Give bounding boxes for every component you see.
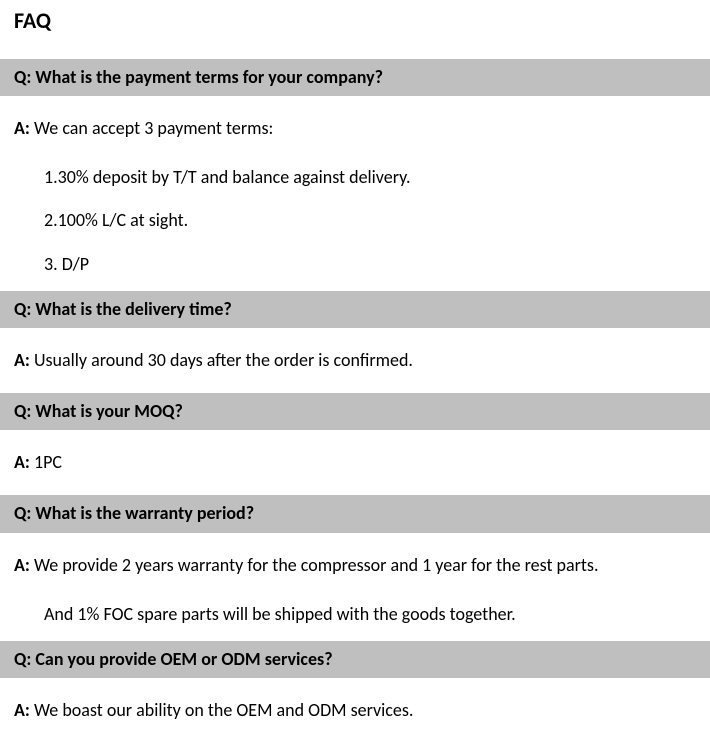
a-label: A:: [14, 117, 30, 139]
faq-question: Q: What is your MOQ?: [0, 393, 710, 430]
answer-text: We provide 2 years warranty for the comp…: [34, 554, 599, 576]
faq-question: Q: Can you provide OEM or ODM services?: [0, 641, 710, 678]
faq-answer: A: We boast our ability on the OEM and O…: [0, 692, 710, 729]
q-label: Q:: [14, 502, 31, 524]
faq-question: Q: What is the warranty period?: [0, 495, 710, 532]
a-label: A:: [14, 349, 30, 371]
answer-text: We boast our ability on the OEM and ODM …: [34, 699, 414, 721]
faq-detail: And 1% FOC spare parts will be shipped w…: [0, 602, 710, 627]
q-label: Q:: [14, 400, 31, 422]
question-text: What is the payment terms for your compa…: [35, 66, 383, 88]
q-label: Q:: [14, 66, 31, 88]
q-label: Q:: [14, 298, 31, 320]
a-label: A:: [14, 699, 30, 721]
question-text: What is the warranty period?: [35, 502, 254, 524]
page-title: FAQ: [0, 0, 710, 45]
answer-text: Usually around 30 days after the order i…: [34, 349, 413, 371]
question-text: What is your MOQ?: [35, 400, 182, 422]
faq-question: Q: What is the payment terms for your co…: [0, 59, 710, 96]
answer-text: We can accept 3 payment terms:: [34, 117, 273, 139]
faq-detail: 2.100% L/C at sight.: [0, 208, 710, 233]
q-label: Q:: [14, 648, 31, 670]
faq-detail: 1.30% deposit by T/T and balance against…: [0, 165, 710, 190]
answer-text: 1PC: [34, 451, 62, 473]
faq-answer: A: Usually around 30 days after the orde…: [0, 342, 710, 379]
faq-answer: A: We can accept 3 payment terms:: [0, 110, 710, 147]
a-label: A:: [14, 554, 30, 576]
a-label: A:: [14, 451, 30, 473]
question-text: What is the delivery time?: [35, 298, 231, 320]
faq-answer: A: 1PC: [0, 444, 710, 481]
question-text: Can you provide OEM or ODM services?: [35, 648, 332, 670]
faq-answer: A: We provide 2 years warranty for the c…: [0, 547, 710, 584]
faq-question: Q: What is the delivery time?: [0, 291, 710, 328]
faq-detail: 3. D/P: [0, 252, 710, 277]
